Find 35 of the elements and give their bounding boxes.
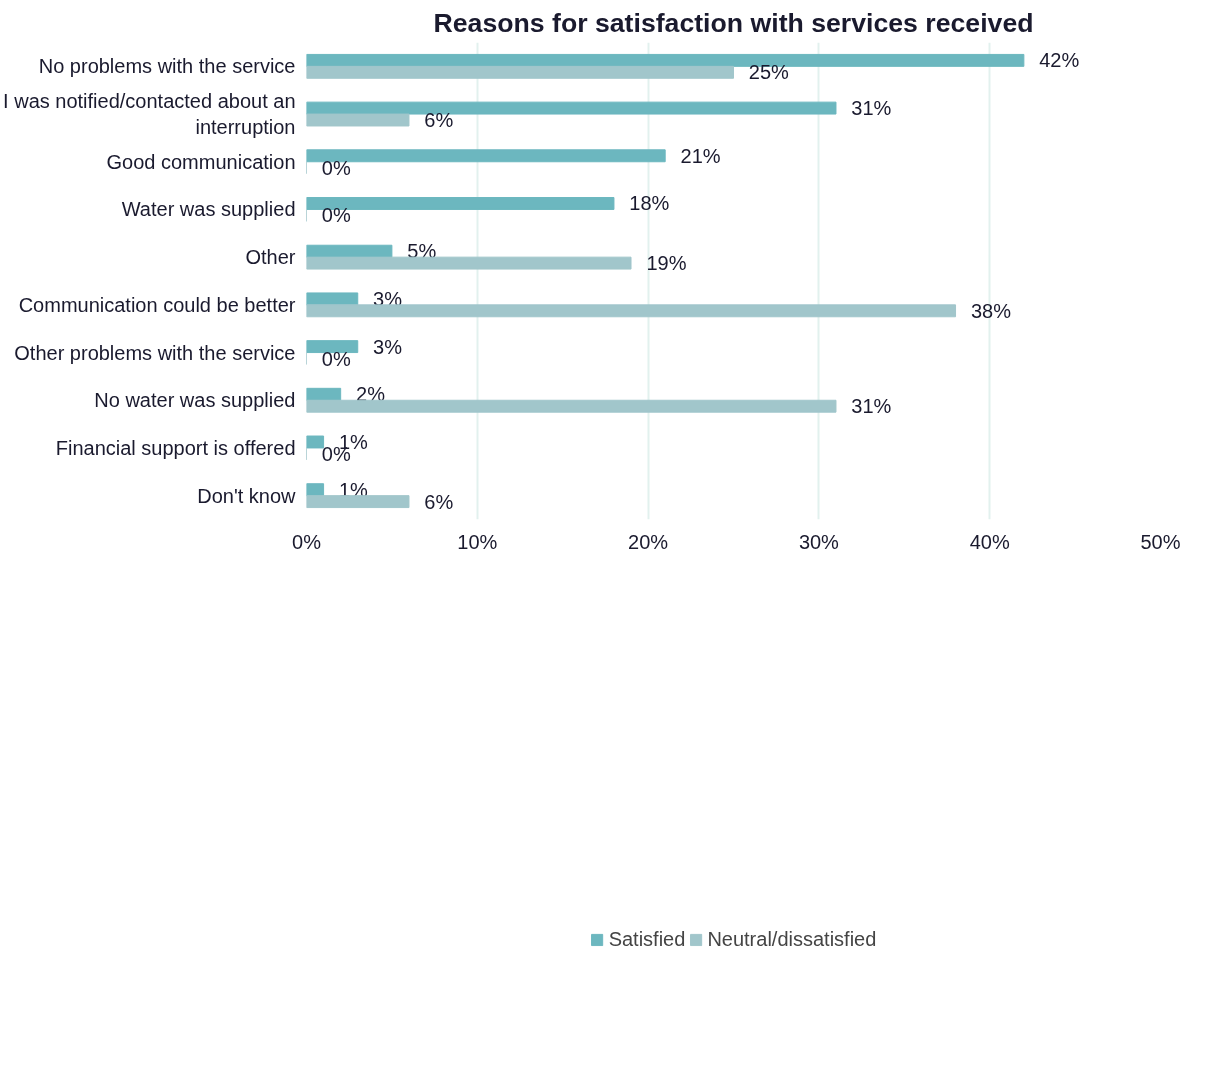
x-tick-label: 50% bbox=[1140, 530, 1181, 553]
data-label: 31% bbox=[851, 395, 892, 418]
x-tick-label: 20% bbox=[628, 530, 669, 553]
y-tick-label: I was notified/contacted about an interruption bbox=[3, 89, 296, 139]
data-label: 6% bbox=[424, 109, 454, 132]
legend-label: Neutral/dissatisfied bbox=[707, 927, 877, 951]
x-tick-label: 10% bbox=[457, 530, 498, 553]
y-tick-label: Other bbox=[245, 246, 296, 269]
legend-label: Satisfied bbox=[608, 927, 686, 951]
chart-title: Reasons for satisfaction with services received bbox=[433, 7, 1034, 38]
x-tick-label: 0% bbox=[292, 530, 322, 553]
data-label: 38% bbox=[970, 299, 1012, 322]
data-label: 3% bbox=[373, 335, 403, 358]
data-label: 21% bbox=[680, 144, 721, 167]
y-tick-label: Good communication bbox=[106, 150, 296, 173]
x-tick-label: 40% bbox=[969, 530, 1010, 553]
data-label: 2% bbox=[356, 383, 386, 406]
y-tick-label: No water was supplied bbox=[94, 389, 296, 412]
data-label: 31% bbox=[851, 97, 892, 120]
y-tick-label: Financial support is offered bbox=[55, 436, 296, 459]
data-label: 18% bbox=[629, 192, 670, 215]
data-label: 5% bbox=[407, 240, 437, 263]
data-label: 25% bbox=[748, 61, 790, 84]
y-tick-label: No problems with the service bbox=[38, 55, 296, 78]
x-tick-label: 30% bbox=[798, 530, 840, 553]
y-tick-label: Water was supplied bbox=[121, 198, 296, 221]
data-label: 6% bbox=[424, 490, 454, 513]
data-label: 0% bbox=[321, 204, 351, 227]
data-label: 0% bbox=[321, 156, 351, 179]
y-tick-label: Don't know bbox=[197, 484, 297, 507]
data-label: 19% bbox=[646, 252, 687, 275]
y-tick-label: Other problems with the service bbox=[14, 341, 296, 364]
data-label: 0% bbox=[321, 347, 351, 370]
y-tick-label: Communication could be better bbox=[18, 293, 296, 316]
data-label: 42% bbox=[1039, 49, 1080, 72]
